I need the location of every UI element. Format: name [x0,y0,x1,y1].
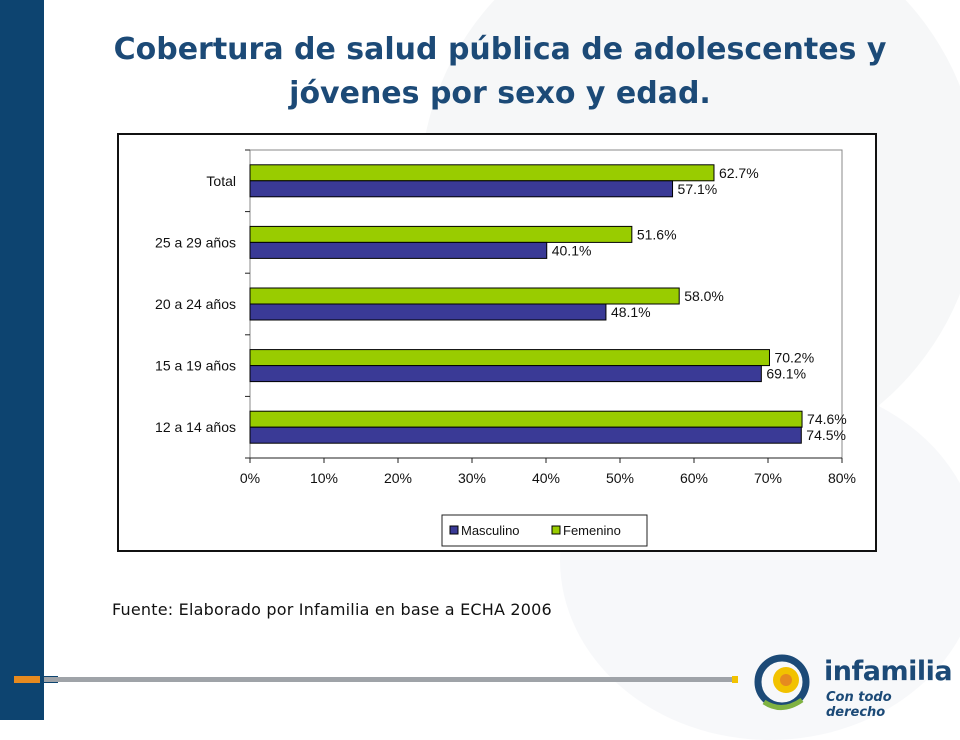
footer-accent [732,676,738,683]
bar-masculino [249,241,548,259]
left-band [0,0,44,720]
category-label: Total [206,173,236,189]
legend-label-femenino: Femenino [563,523,621,538]
x-tick-label: 30% [458,470,486,486]
bar-femenino [249,410,803,428]
data-label: 40.1% [552,242,592,258]
data-label: 69.1% [766,366,806,382]
chart-frame: Total 62.7% 57.1% 25 a 29 años 51.6% 40.1% 20 … [117,133,877,552]
legend-swatch-femenino [551,525,561,535]
x-tick-label: 60% [680,470,708,486]
category-label: 12 a 14 años [155,419,236,435]
data-label: 57.1% [678,181,718,197]
data-label: 74.6% [807,411,847,427]
x-tick-label: 40% [532,470,560,486]
category-label: 20 a 24 años [155,296,236,312]
bar-masculino [249,365,762,383]
footer-line [44,677,734,682]
data-label: 70.2% [774,350,814,366]
slide-title: Cobertura de salud pública de adolescent… [113,32,887,111]
bar-masculino [249,426,802,444]
bar-masculino [249,303,607,321]
category-label: 25 a 29 años [155,234,236,250]
x-tick-label: 70% [754,470,782,486]
bar-femenino [249,225,633,243]
bar-femenino [249,349,770,367]
data-label: 58.0% [684,288,724,304]
bar-femenino [249,164,715,182]
x-tick-label: 50% [606,470,634,486]
x-tick-label: 20% [384,470,412,486]
legend-label-masculino: Masculino [461,523,520,538]
data-label: 51.6% [637,226,677,242]
category-label: 15 a 19 años [155,358,236,374]
logo-mark-icon [754,654,810,710]
source-note: Fuente: Elaborado por Infamilia en base … [112,600,552,619]
bar-masculino [249,180,674,198]
x-tick-label: 0% [240,470,260,486]
bar-femenino [249,287,680,305]
x-tick-label: 10% [310,470,338,486]
data-label: 62.7% [719,165,759,181]
data-label: 74.5% [806,427,846,443]
data-label: 48.1% [611,304,651,320]
x-tick-label: 80% [828,470,856,486]
legend-box [441,514,648,547]
footer-accent [14,676,40,683]
legend-swatch-masculino [449,525,459,535]
infamilia-logo: infamilia Con todo derecho [752,652,953,720]
logo-tagline: Con todo derecho [826,690,892,720]
bar-chart: Total 62.7%57.1% 25 a 29 años 51.6% 40.1% 20 … [155,149,856,547]
logo-wordmark: infamilia [824,656,953,687]
